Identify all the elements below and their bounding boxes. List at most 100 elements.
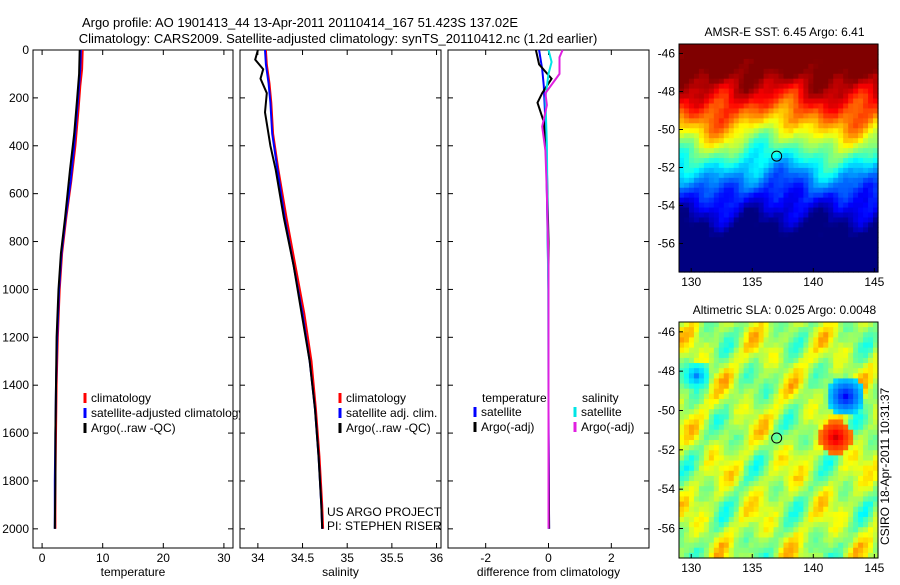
map-cell: [863, 222, 869, 228]
map-cell: [793, 450, 799, 456]
map-cell: [803, 368, 809, 374]
map-y-tick-label: -50: [658, 404, 676, 418]
map-cell: [768, 460, 775, 467]
map-cell: [718, 414, 725, 421]
map-cell: [758, 257, 765, 263]
map-cell: [768, 247, 775, 253]
map-cell: [813, 138, 819, 144]
map-cell: [848, 486, 854, 492]
map-cell: [753, 481, 760, 487]
map-cell: [758, 58, 765, 65]
map-cell: [813, 322, 819, 328]
map-cell: [863, 182, 869, 189]
map-cell: [828, 197, 834, 204]
map-cell: [733, 68, 740, 75]
map-cell: [763, 496, 770, 503]
map-cell: [713, 262, 720, 268]
map-cell: [818, 158, 824, 164]
map-cell: [803, 378, 809, 385]
map-cell: [863, 197, 869, 204]
map-cell: [843, 103, 849, 110]
map-cell: [683, 393, 690, 400]
map-cell: [763, 158, 770, 164]
map-cell: [828, 133, 834, 139]
map-cell: [793, 197, 799, 204]
map-cell: [873, 182, 879, 189]
map-cell: [823, 138, 829, 144]
map-cell: [758, 83, 765, 90]
map-cell: [679, 532, 685, 539]
map-cell: [768, 262, 775, 268]
map-cell: [683, 113, 690, 119]
map-cell: [733, 118, 740, 124]
map-cell: [763, 332, 770, 338]
map-cell: [858, 177, 864, 184]
map-cell: [728, 133, 735, 139]
map-cell: [753, 409, 760, 415]
map-cell: [838, 388, 844, 395]
map-cell: [738, 108, 745, 114]
map-cell: [798, 123, 804, 129]
map-cell: [823, 378, 829, 385]
map-cell: [833, 103, 839, 110]
map-cell: [703, 83, 710, 90]
map-cell: [713, 227, 720, 233]
map-cell: [683, 475, 690, 482]
map-cell: [743, 486, 750, 492]
map-cell: [778, 93, 785, 100]
map-cell: [818, 398, 824, 405]
map-cell: [753, 177, 760, 184]
map-cell: [808, 434, 814, 441]
map-cell: [703, 63, 710, 70]
map-cell: [723, 516, 730, 523]
map-cell: [783, 388, 790, 395]
map-cell: [788, 409, 795, 415]
map-cell: [873, 424, 879, 431]
map-cell: [718, 58, 725, 65]
map-cell: [783, 128, 790, 134]
map-cell: [723, 138, 730, 144]
map-cell: [848, 516, 854, 523]
map-cell: [863, 450, 869, 456]
map-cell: [748, 465, 755, 472]
map-cell: [858, 48, 864, 55]
map-cell: [748, 532, 755, 539]
map-cell: [828, 342, 834, 349]
map-cell: [688, 148, 695, 154]
map-cell: [873, 247, 879, 253]
map-cell: [808, 177, 814, 184]
map-cell: [848, 373, 854, 380]
map-cell: [698, 465, 705, 472]
map-cell: [868, 267, 874, 273]
map-cell: [728, 357, 735, 364]
map-cell: [693, 143, 700, 149]
map-cell: [873, 491, 879, 498]
map-cell: [763, 424, 770, 431]
map-cell: [753, 148, 760, 154]
map-cell: [713, 552, 720, 559]
map-cell: [828, 547, 834, 554]
map-cell: [728, 212, 735, 219]
map-cell: [743, 368, 750, 374]
map-cell: [763, 342, 770, 349]
map-cell: [803, 202, 809, 209]
map-cell: [728, 63, 735, 70]
map-cell: [733, 398, 740, 405]
map-cell: [868, 347, 874, 354]
map-cell: [838, 486, 844, 492]
map-cell: [843, 388, 849, 395]
map-cell: [808, 501, 814, 508]
map-cell: [793, 158, 799, 164]
map-cell: [738, 267, 745, 273]
map-cell: [763, 197, 770, 204]
map-cell: [773, 414, 780, 421]
map-cell: [843, 542, 849, 549]
map-cell: [708, 440, 715, 446]
map-cell: [679, 501, 685, 508]
map-cell: [683, 424, 690, 431]
map-x-tick-label: 145: [864, 561, 884, 575]
map-cell: [758, 404, 765, 410]
map-cell: [698, 501, 705, 508]
map-cell: [679, 378, 685, 385]
map-cell: [803, 153, 809, 159]
